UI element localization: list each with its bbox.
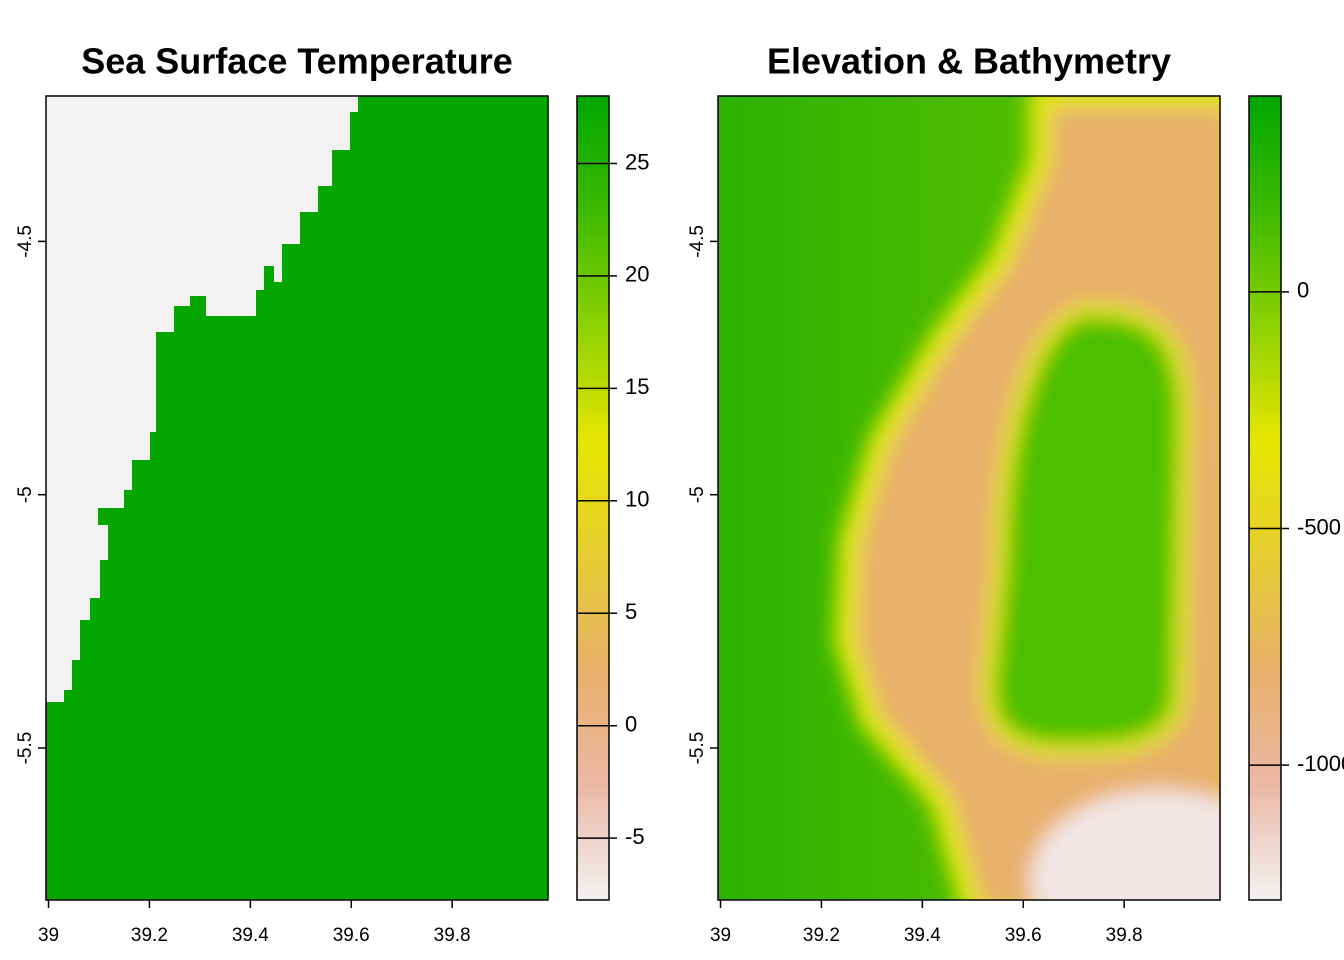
y-tick-label: -4.5 [15, 225, 36, 258]
chart-title: Elevation & Bathymetry [767, 41, 1171, 82]
colorbar [576, 95, 610, 901]
plot-frame [45, 95, 549, 901]
elevation-raster [718, 96, 1220, 900]
colorbar-tick-label: 15 [625, 374, 649, 399]
island-area [980, 302, 1193, 758]
x-tick-label: 39.4 [232, 925, 269, 946]
sst-raster [46, 96, 548, 900]
x-tick-label: 39 [710, 925, 731, 946]
colorbar-tick-label: 0 [625, 712, 637, 737]
y-tick-label: -4.5 [687, 225, 708, 258]
colorbar-tick-label: 0 [1297, 278, 1309, 303]
x-tick-label: 39.2 [803, 925, 840, 946]
x-tick-label: 39.2 [131, 925, 168, 946]
colorbar-tick-label: 10 [625, 487, 649, 512]
y-tick-label: -5.5 [687, 732, 708, 765]
x-tick-label: 39.6 [1005, 925, 1042, 946]
x-tick-label: 39 [38, 925, 59, 946]
colorbar-tick-label: -500 [1297, 514, 1341, 539]
colorbar-tick-label: 25 [625, 149, 649, 174]
colorbar [1248, 95, 1282, 901]
plot-frame [717, 95, 1221, 901]
colorbar-tick-label: 5 [625, 599, 637, 624]
colorbar-tick-label: 20 [625, 262, 649, 287]
colorbar-tick-label: -5 [625, 824, 645, 849]
y-tick-label: -5 [687, 486, 708, 503]
y-tick-label: -5 [15, 486, 36, 503]
chart-title: Sea Surface Temperature [81, 41, 513, 82]
colorbar-tick-label: -1000 [1297, 751, 1344, 776]
sea-area [46, 96, 548, 900]
y-tick-label: -5.5 [15, 732, 36, 765]
deep-area [1030, 790, 1220, 900]
x-tick-label: 39.6 [333, 925, 370, 946]
x-tick-label: 39.4 [904, 925, 941, 946]
x-tick-label: 39.8 [1106, 925, 1143, 946]
x-tick-label: 39.8 [434, 925, 471, 946]
